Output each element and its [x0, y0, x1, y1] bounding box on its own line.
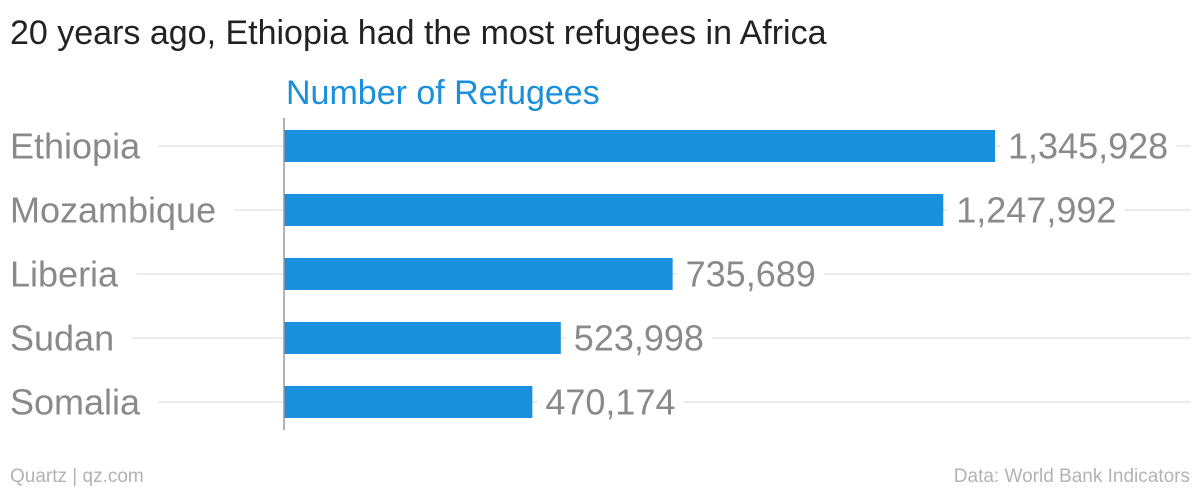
category-label: Ethiopia	[10, 126, 141, 167]
bar-liberia	[284, 258, 673, 290]
category-label: Liberia	[10, 254, 119, 295]
category-label: Somalia	[10, 382, 141, 423]
footer-credit: Quartz | qz.com	[10, 466, 144, 487]
value-label-background	[677, 256, 824, 292]
bar-sudan	[284, 322, 561, 354]
footer-source: Data: World Bank Indicators	[953, 466, 1190, 487]
value-labels: 1,345,928 1,247,992 735,689 523,998 470,174	[537, 126, 1177, 423]
bar-somalia	[284, 386, 533, 418]
series-label: Number of Refugees	[286, 74, 600, 112]
chart-title: 20 years ago, Ethiopia had the most refu…	[10, 14, 827, 52]
value-label: 1,345,928	[1008, 126, 1168, 167]
value-label: 523,998	[574, 318, 704, 359]
value-label-background	[537, 384, 684, 420]
value-label-background	[1000, 128, 1177, 164]
bar-ethiopia	[284, 130, 995, 162]
value-label: 470,174	[545, 382, 675, 423]
value-label: 735,689	[686, 254, 816, 295]
bar-mozambique	[284, 194, 944, 226]
value-label-background	[565, 320, 712, 356]
category-labels: Ethiopia Mozambique Liberia Sudan Somalia	[10, 126, 216, 423]
category-label: Sudan	[10, 318, 114, 359]
value-label: 1,247,992	[956, 190, 1116, 231]
bars	[284, 130, 995, 418]
category-label: Mozambique	[10, 190, 216, 231]
value-label-background	[948, 192, 1125, 228]
